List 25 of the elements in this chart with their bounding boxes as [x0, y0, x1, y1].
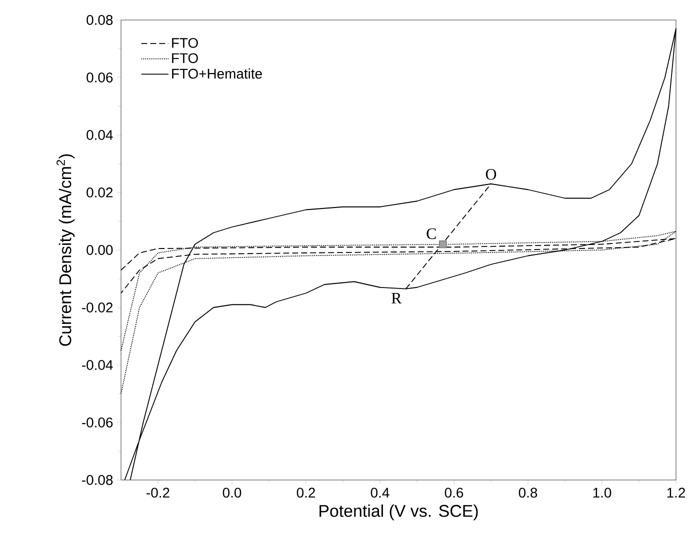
y-tick-label: -0.04: [82, 360, 113, 370]
x-tick-label: 0.0: [222, 488, 242, 498]
y-tick-label: -0.02: [82, 302, 113, 312]
y-tick-label: 0.04: [86, 130, 113, 140]
annotation: R: [392, 292, 402, 304]
x-tick-label: 1.0: [593, 488, 612, 498]
annotation: O: [486, 168, 496, 180]
legend-label: FTO: [172, 38, 198, 48]
y-axis-title: Current Density (mA/cm$^{2}$): [56, 154, 75, 346]
y-tick-label: 0.02: [86, 188, 113, 198]
x-tick-label: 0.2: [296, 488, 315, 498]
y-tick-label: 0.06: [86, 72, 113, 82]
y-tick-label: 0.08: [86, 15, 113, 25]
x-axis-title: Potential (V vs. SCE): [320, 504, 478, 520]
x-tick-label: 1.2: [667, 488, 686, 498]
annotation: C: [426, 228, 436, 240]
legend-label: FTO+Hematite: [172, 68, 262, 79]
y-tick-label: -0.08: [82, 475, 113, 485]
x-tick-label: 0.8: [518, 488, 538, 498]
x-tick-label: 0.4: [370, 488, 390, 498]
y-tick-label: -0.06: [82, 418, 113, 428]
x-tick-label: 0.6: [444, 488, 464, 498]
y-tick-label: 0.00: [86, 245, 113, 255]
legend-label: FTO: [172, 53, 198, 64]
x-tick-label: -0.2: [146, 488, 170, 498]
